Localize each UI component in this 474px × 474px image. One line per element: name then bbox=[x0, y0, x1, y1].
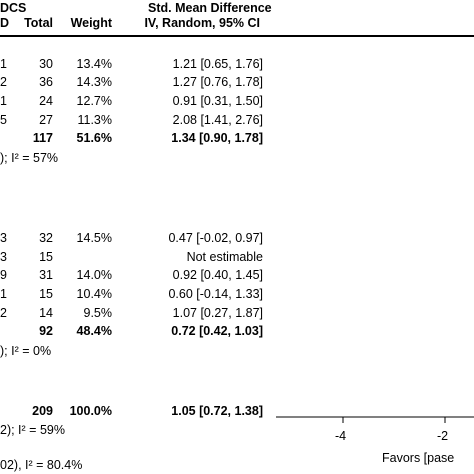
axis-tick-label: -2 bbox=[437, 429, 449, 443]
smd-ci-cell: 1.07 [0.27, 1.87] bbox=[172, 306, 263, 320]
experimental-group-label: DCS bbox=[0, 1, 27, 15]
sd-column-tail: D bbox=[0, 16, 10, 30]
smd-method-header: IV, Random, 95% CI bbox=[144, 16, 260, 30]
sd-tail-cell: 2 bbox=[0, 75, 7, 89]
smd-ci-cell: 1.27 [0.76, 1.78] bbox=[172, 75, 263, 89]
header-rule bbox=[0, 35, 474, 37]
total-cell: 15 bbox=[39, 287, 53, 301]
subgroup-difference: 02), I² = 80.4% bbox=[0, 458, 83, 472]
group2-subtotal-ci: 0.72 [0.42, 1.03] bbox=[171, 324, 263, 338]
total-cell: 30 bbox=[39, 57, 53, 71]
sd-tail-cell: 1 bbox=[0, 94, 7, 108]
sd-tail-cell: 3 bbox=[0, 250, 7, 264]
total-cell: 24 bbox=[39, 94, 53, 108]
smd-ci-cell: 0.92 [0.40, 1.45] bbox=[172, 268, 263, 282]
smd-column-title: Std. Mean Difference bbox=[148, 1, 272, 15]
total-column-header: Total bbox=[24, 16, 53, 30]
group2-heterogeneity: ); I² = 0% bbox=[0, 344, 52, 358]
sd-tail-cell: 3 bbox=[0, 231, 7, 245]
weight-cell: 14.0% bbox=[76, 268, 112, 282]
weight-cell: 14.3% bbox=[76, 75, 112, 89]
overall-ci: 1.05 [0.72, 1.38] bbox=[171, 404, 263, 418]
sd-tail-cell: 1 bbox=[0, 287, 7, 301]
weight-cell: 13.4% bbox=[76, 57, 112, 71]
group1-subtotal-ci: 1.34 [0.90, 1.78] bbox=[171, 131, 263, 145]
overall-total: 209 bbox=[32, 404, 53, 418]
total-cell: 27 bbox=[39, 113, 53, 127]
weight-cell: 14.5% bbox=[76, 231, 112, 245]
weight-cell: 12.7% bbox=[76, 94, 112, 108]
weight-cell: 11.3% bbox=[77, 113, 112, 127]
sd-tail-cell: 1 bbox=[0, 57, 7, 71]
overall-weight: 100.0% bbox=[69, 404, 112, 418]
smd-ci-cell: 0.47 [-0.02, 0.97] bbox=[168, 231, 263, 245]
total-cell: 14 bbox=[39, 306, 53, 320]
favors-label: Favors [pase bbox=[382, 451, 455, 465]
total-cell: 15 bbox=[39, 250, 53, 264]
sd-tail-cell: 5 bbox=[0, 113, 7, 127]
smd-ci-cell: Not estimable bbox=[186, 250, 263, 264]
total-cell: 32 bbox=[39, 231, 53, 245]
total-cell: 36 bbox=[39, 75, 53, 89]
total-cell: 31 bbox=[39, 268, 53, 282]
smd-ci-cell: 0.91 [0.31, 1.50] bbox=[172, 94, 263, 108]
group2-subtotal-total: 92 bbox=[39, 324, 53, 338]
sd-tail-cell: 2 bbox=[0, 306, 7, 320]
smd-ci-cell: 1.21 [0.65, 1.76] bbox=[172, 57, 263, 71]
group1-subtotal-weight: 51.6% bbox=[76, 131, 112, 145]
overall-heterogeneity: 2); I² = 59% bbox=[0, 423, 65, 437]
group2-subtotal-weight: 48.4% bbox=[76, 324, 112, 338]
sd-tail-cell: 9 bbox=[0, 268, 7, 282]
axis-tick-label: -4 bbox=[335, 429, 347, 443]
weight-cell: 10.4% bbox=[76, 287, 112, 301]
smd-ci-cell: 0.60 [-0.14, 1.33] bbox=[168, 287, 263, 301]
group1-subtotal-total: 117 bbox=[32, 131, 53, 145]
weight-column-header: Weight bbox=[70, 16, 112, 30]
smd-ci-cell: 2.08 [1.41, 2.76] bbox=[172, 113, 263, 127]
group1-heterogeneity: ); I² = 57% bbox=[0, 151, 59, 165]
weight-cell: 9.5% bbox=[83, 306, 113, 320]
